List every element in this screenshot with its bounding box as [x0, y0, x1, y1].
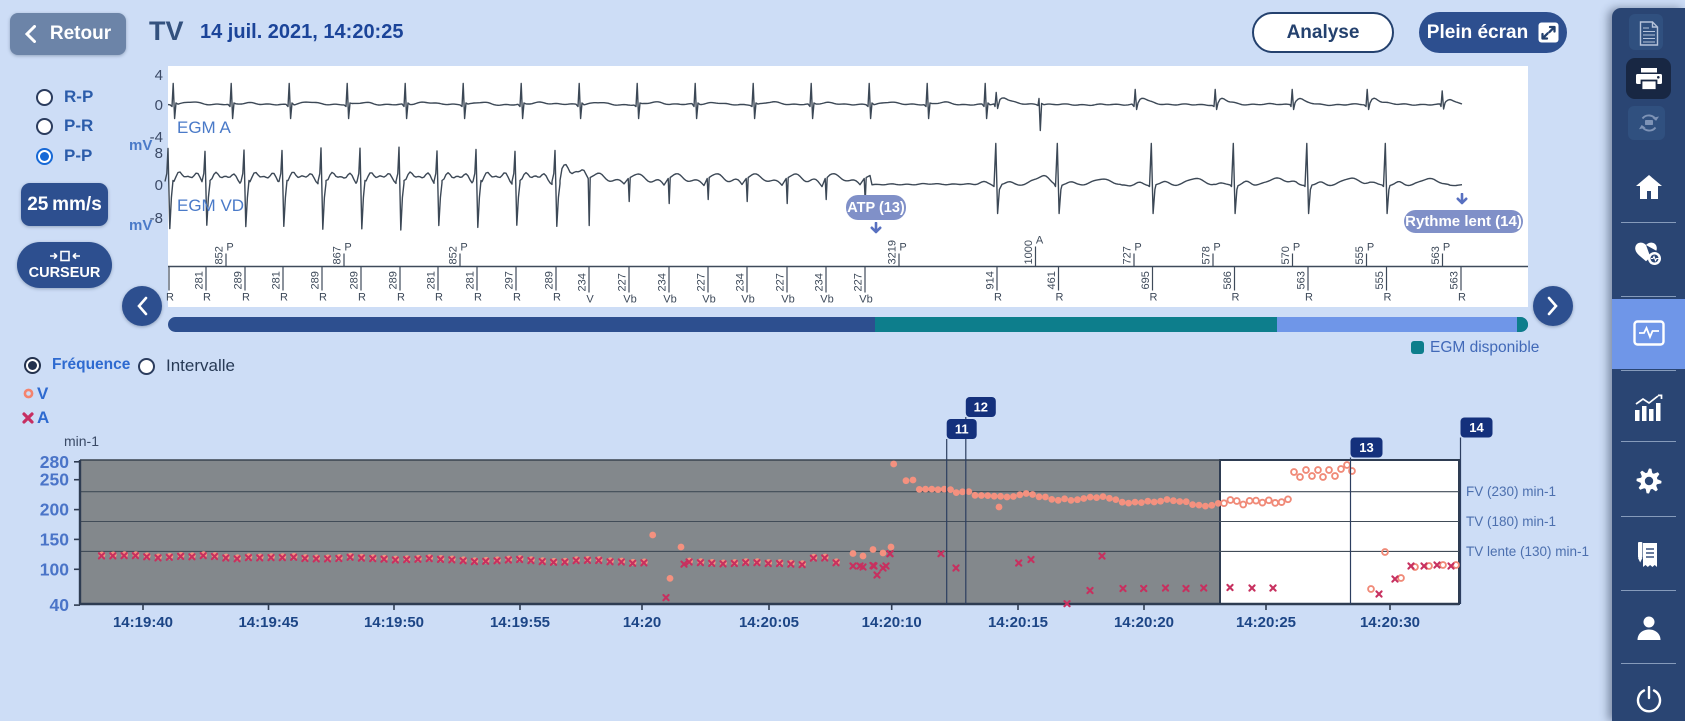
svg-text:867: 867	[332, 246, 344, 264]
svg-text:R: R	[474, 292, 482, 304]
svg-text:R: R	[280, 292, 288, 304]
svg-text:P: P	[460, 242, 467, 254]
svg-text:234: 234	[814, 273, 826, 291]
svg-text:914: 914	[985, 271, 997, 289]
svg-text:727: 727	[1122, 246, 1134, 264]
svg-text:570: 570	[1280, 246, 1292, 264]
svg-text:Vb: Vb	[820, 294, 833, 306]
svg-text:40: 40	[50, 595, 70, 615]
svg-text:P: P	[1367, 242, 1374, 254]
svg-text:234: 234	[577, 273, 589, 291]
svg-text:14:20: 14:20	[623, 614, 661, 631]
svg-text:297: 297	[504, 271, 516, 289]
svg-text:Vb: Vb	[702, 294, 715, 306]
svg-text:A: A	[1036, 235, 1044, 247]
svg-text:R: R	[319, 292, 327, 304]
svg-text:14:19:55: 14:19:55	[490, 614, 550, 631]
svg-text:P: P	[1443, 242, 1450, 254]
svg-text:Vb: Vb	[781, 294, 794, 306]
svg-text:281: 281	[271, 271, 283, 289]
svg-text:R: R	[1458, 292, 1466, 304]
svg-text:R: R	[1384, 292, 1392, 304]
svg-text:289: 289	[349, 271, 361, 289]
svg-text:14:20:30: 14:20:30	[1360, 614, 1420, 631]
svg-text:227: 227	[617, 273, 629, 291]
svg-text:200: 200	[40, 500, 69, 520]
svg-text:Vb: Vb	[859, 294, 872, 306]
svg-text:289: 289	[544, 271, 556, 289]
svg-text:14:19:50: 14:19:50	[364, 614, 424, 631]
svg-text:Vb: Vb	[623, 294, 636, 306]
svg-text:227: 227	[696, 273, 708, 291]
svg-text:227: 227	[775, 273, 787, 291]
svg-text:R: R	[203, 292, 211, 304]
svg-text:TV (180) min-1: TV (180) min-1	[1466, 514, 1556, 529]
svg-text:R: R	[358, 292, 366, 304]
svg-text:R: R	[1232, 292, 1240, 304]
svg-text:P: P	[899, 242, 906, 254]
svg-text:250: 250	[40, 470, 69, 490]
svg-text:563: 563	[1296, 271, 1308, 289]
svg-text:14:20:25: 14:20:25	[1236, 614, 1296, 631]
svg-text:P: P	[1134, 242, 1141, 254]
svg-text:281: 281	[465, 271, 477, 289]
svg-text:150: 150	[40, 529, 69, 549]
svg-text:563: 563	[1449, 271, 1461, 289]
svg-text:R: R	[994, 292, 1002, 304]
svg-text:Vb: Vb	[741, 294, 754, 306]
svg-text:1000: 1000	[1023, 240, 1035, 264]
svg-text:289: 289	[310, 271, 322, 289]
svg-text:14:19:40: 14:19:40	[113, 614, 173, 631]
svg-text:289: 289	[388, 271, 400, 289]
svg-text:TV lente (130) min-1: TV lente (130) min-1	[1466, 544, 1589, 559]
svg-text:R: R	[435, 292, 443, 304]
svg-text:695: 695	[1140, 271, 1152, 289]
svg-text:R: R	[553, 292, 561, 304]
svg-text:FV (230) min-1: FV (230) min-1	[1466, 484, 1556, 499]
svg-text:14:20:10: 14:20:10	[862, 614, 922, 631]
svg-text:555: 555	[1354, 246, 1366, 264]
svg-text:234: 234	[735, 273, 747, 291]
svg-text:3219: 3219	[887, 240, 899, 264]
svg-text:R: R	[513, 292, 521, 304]
svg-text:14:20:20: 14:20:20	[1114, 614, 1174, 631]
svg-text:555: 555	[1374, 271, 1386, 289]
svg-text:234: 234	[657, 273, 669, 291]
svg-text:14:20:05: 14:20:05	[739, 614, 799, 631]
svg-text:P: P	[344, 242, 351, 254]
svg-text:R: R	[166, 292, 174, 304]
svg-text:13: 13	[1359, 440, 1373, 455]
svg-text:227: 227	[853, 273, 865, 291]
svg-text:100: 100	[40, 559, 69, 579]
svg-text:280: 280	[40, 452, 69, 472]
svg-text:14:19:45: 14:19:45	[238, 614, 298, 631]
svg-text:14:20:15: 14:20:15	[988, 614, 1048, 631]
svg-text:12: 12	[974, 400, 988, 415]
svg-text:578: 578	[1201, 246, 1213, 264]
svg-text:R: R	[242, 292, 250, 304]
svg-text:R: R	[1056, 292, 1064, 304]
svg-text:11: 11	[955, 422, 969, 437]
svg-text:Vb: Vb	[663, 294, 676, 306]
svg-text:289: 289	[233, 271, 245, 289]
svg-text:852: 852	[448, 246, 460, 264]
svg-text:P: P	[1293, 242, 1300, 254]
svg-text:563: 563	[1430, 246, 1442, 264]
svg-text:461: 461	[1046, 271, 1058, 289]
svg-text:P: P	[226, 242, 233, 254]
svg-text:281: 281	[426, 271, 438, 289]
svg-text:P: P	[1213, 242, 1220, 254]
svg-text:V: V	[586, 294, 594, 306]
svg-text:R: R	[397, 292, 405, 304]
svg-text:min-1: min-1	[64, 433, 99, 449]
svg-text:586: 586	[1222, 271, 1234, 289]
svg-text:R: R	[1150, 292, 1158, 304]
svg-text:R: R	[1305, 292, 1313, 304]
svg-text:14: 14	[1469, 420, 1484, 435]
svg-text:281: 281	[194, 271, 206, 289]
svg-text:852: 852	[214, 246, 226, 264]
